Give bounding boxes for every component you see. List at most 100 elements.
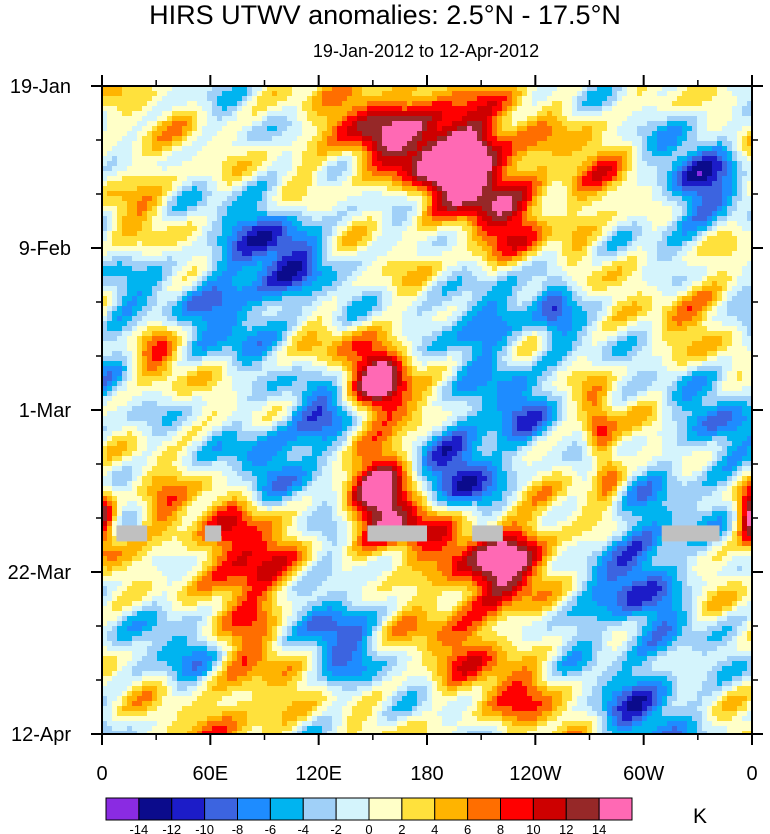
- field-cell: [172, 171, 178, 177]
- field-cell: [292, 181, 298, 187]
- field-cell: [502, 206, 508, 212]
- field-cell: [532, 116, 538, 122]
- field-cell: [737, 231, 743, 237]
- field-cell: [567, 91, 573, 97]
- field-cell: [532, 166, 538, 172]
- field-cell: [367, 181, 373, 187]
- field-cell: [627, 166, 633, 172]
- field-cell: [212, 236, 218, 242]
- field-cell: [652, 186, 658, 192]
- field-cell: [492, 131, 498, 137]
- field-cell: [152, 126, 158, 132]
- field-cell: [712, 86, 718, 92]
- field-cell: [637, 116, 643, 122]
- field-cell: [722, 191, 728, 197]
- field-cell: [557, 221, 563, 227]
- field-cell: [442, 126, 448, 132]
- field-cell: [357, 236, 363, 242]
- field-cell: [692, 126, 698, 132]
- field-cell: [597, 241, 603, 247]
- field-cell: [537, 86, 543, 92]
- field-cell: [497, 106, 503, 112]
- field-cell: [592, 196, 598, 202]
- field-cell: [127, 96, 133, 102]
- field-cell: [182, 226, 188, 232]
- field-cell: [307, 241, 313, 247]
- field-cell: [442, 226, 448, 232]
- field-cell: [387, 111, 393, 117]
- field-cell: [577, 106, 583, 112]
- field-cell: [632, 141, 638, 147]
- field-cell: [172, 181, 178, 187]
- field-cell: [582, 116, 588, 122]
- field-cell: [497, 166, 503, 172]
- field-cell: [122, 161, 128, 167]
- field-cell: [297, 211, 303, 217]
- field-cell: [162, 191, 168, 197]
- field-cell: [667, 156, 673, 162]
- field-cell: [172, 176, 178, 182]
- field-cell: [487, 111, 493, 117]
- field-cell: [407, 111, 413, 117]
- field-cell: [342, 231, 348, 237]
- field-cell: [112, 146, 118, 152]
- field-cell: [252, 176, 258, 182]
- field-cell: [417, 191, 423, 197]
- field-cell: [242, 166, 248, 172]
- field-cell: [417, 271, 423, 277]
- field-cell: [537, 206, 543, 212]
- field-cell: [537, 141, 543, 147]
- field-cell: [642, 116, 648, 122]
- field-cell: [272, 96, 278, 102]
- field-cell: [742, 86, 748, 92]
- field-cell: [587, 146, 593, 152]
- field-cell: [452, 271, 458, 277]
- field-cell: [577, 191, 583, 197]
- field-cell: [142, 131, 148, 137]
- field-cell: [562, 126, 568, 132]
- field-cell: [327, 271, 333, 277]
- field-cell: [732, 206, 738, 212]
- field-cell: [332, 201, 338, 207]
- field-cell: [157, 226, 163, 232]
- field-cell: [472, 141, 478, 147]
- field-cell: [642, 86, 648, 92]
- field-cell: [337, 126, 343, 132]
- field-cell: [412, 211, 418, 217]
- field-cell: [302, 126, 308, 132]
- field-cell: [357, 201, 363, 207]
- field-cell: [192, 166, 198, 172]
- field-cell: [722, 221, 728, 227]
- field-cell: [737, 136, 743, 142]
- field-cell: [127, 231, 133, 237]
- field-cell: [377, 221, 383, 227]
- field-cell: [737, 171, 743, 177]
- field-cell: [482, 161, 488, 167]
- field-cell: [347, 186, 353, 192]
- field-cell: [727, 111, 733, 117]
- field-cell: [377, 136, 383, 142]
- field-cell: [117, 151, 123, 157]
- field-cell: [342, 156, 348, 162]
- field-cell: [257, 266, 263, 272]
- field-cell: [717, 96, 723, 102]
- field-cell: [237, 146, 243, 152]
- field-cell: [727, 116, 733, 122]
- field-cell: [242, 171, 248, 177]
- field-cell: [362, 276, 368, 282]
- field-cell: [477, 116, 483, 122]
- field-cell: [197, 156, 203, 162]
- field-cell: [217, 256, 223, 262]
- field-cell: [377, 266, 383, 272]
- field-cell: [567, 271, 573, 277]
- field-cell: [587, 151, 593, 157]
- field-cell: [182, 151, 188, 157]
- field-cell: [167, 206, 173, 212]
- field-cell: [447, 221, 453, 227]
- field-cell: [377, 116, 383, 122]
- field-cell: [742, 241, 748, 247]
- field-cell: [307, 196, 313, 202]
- field-cell: [647, 101, 653, 107]
- field-cell: [347, 176, 353, 182]
- field-cell: [612, 96, 618, 102]
